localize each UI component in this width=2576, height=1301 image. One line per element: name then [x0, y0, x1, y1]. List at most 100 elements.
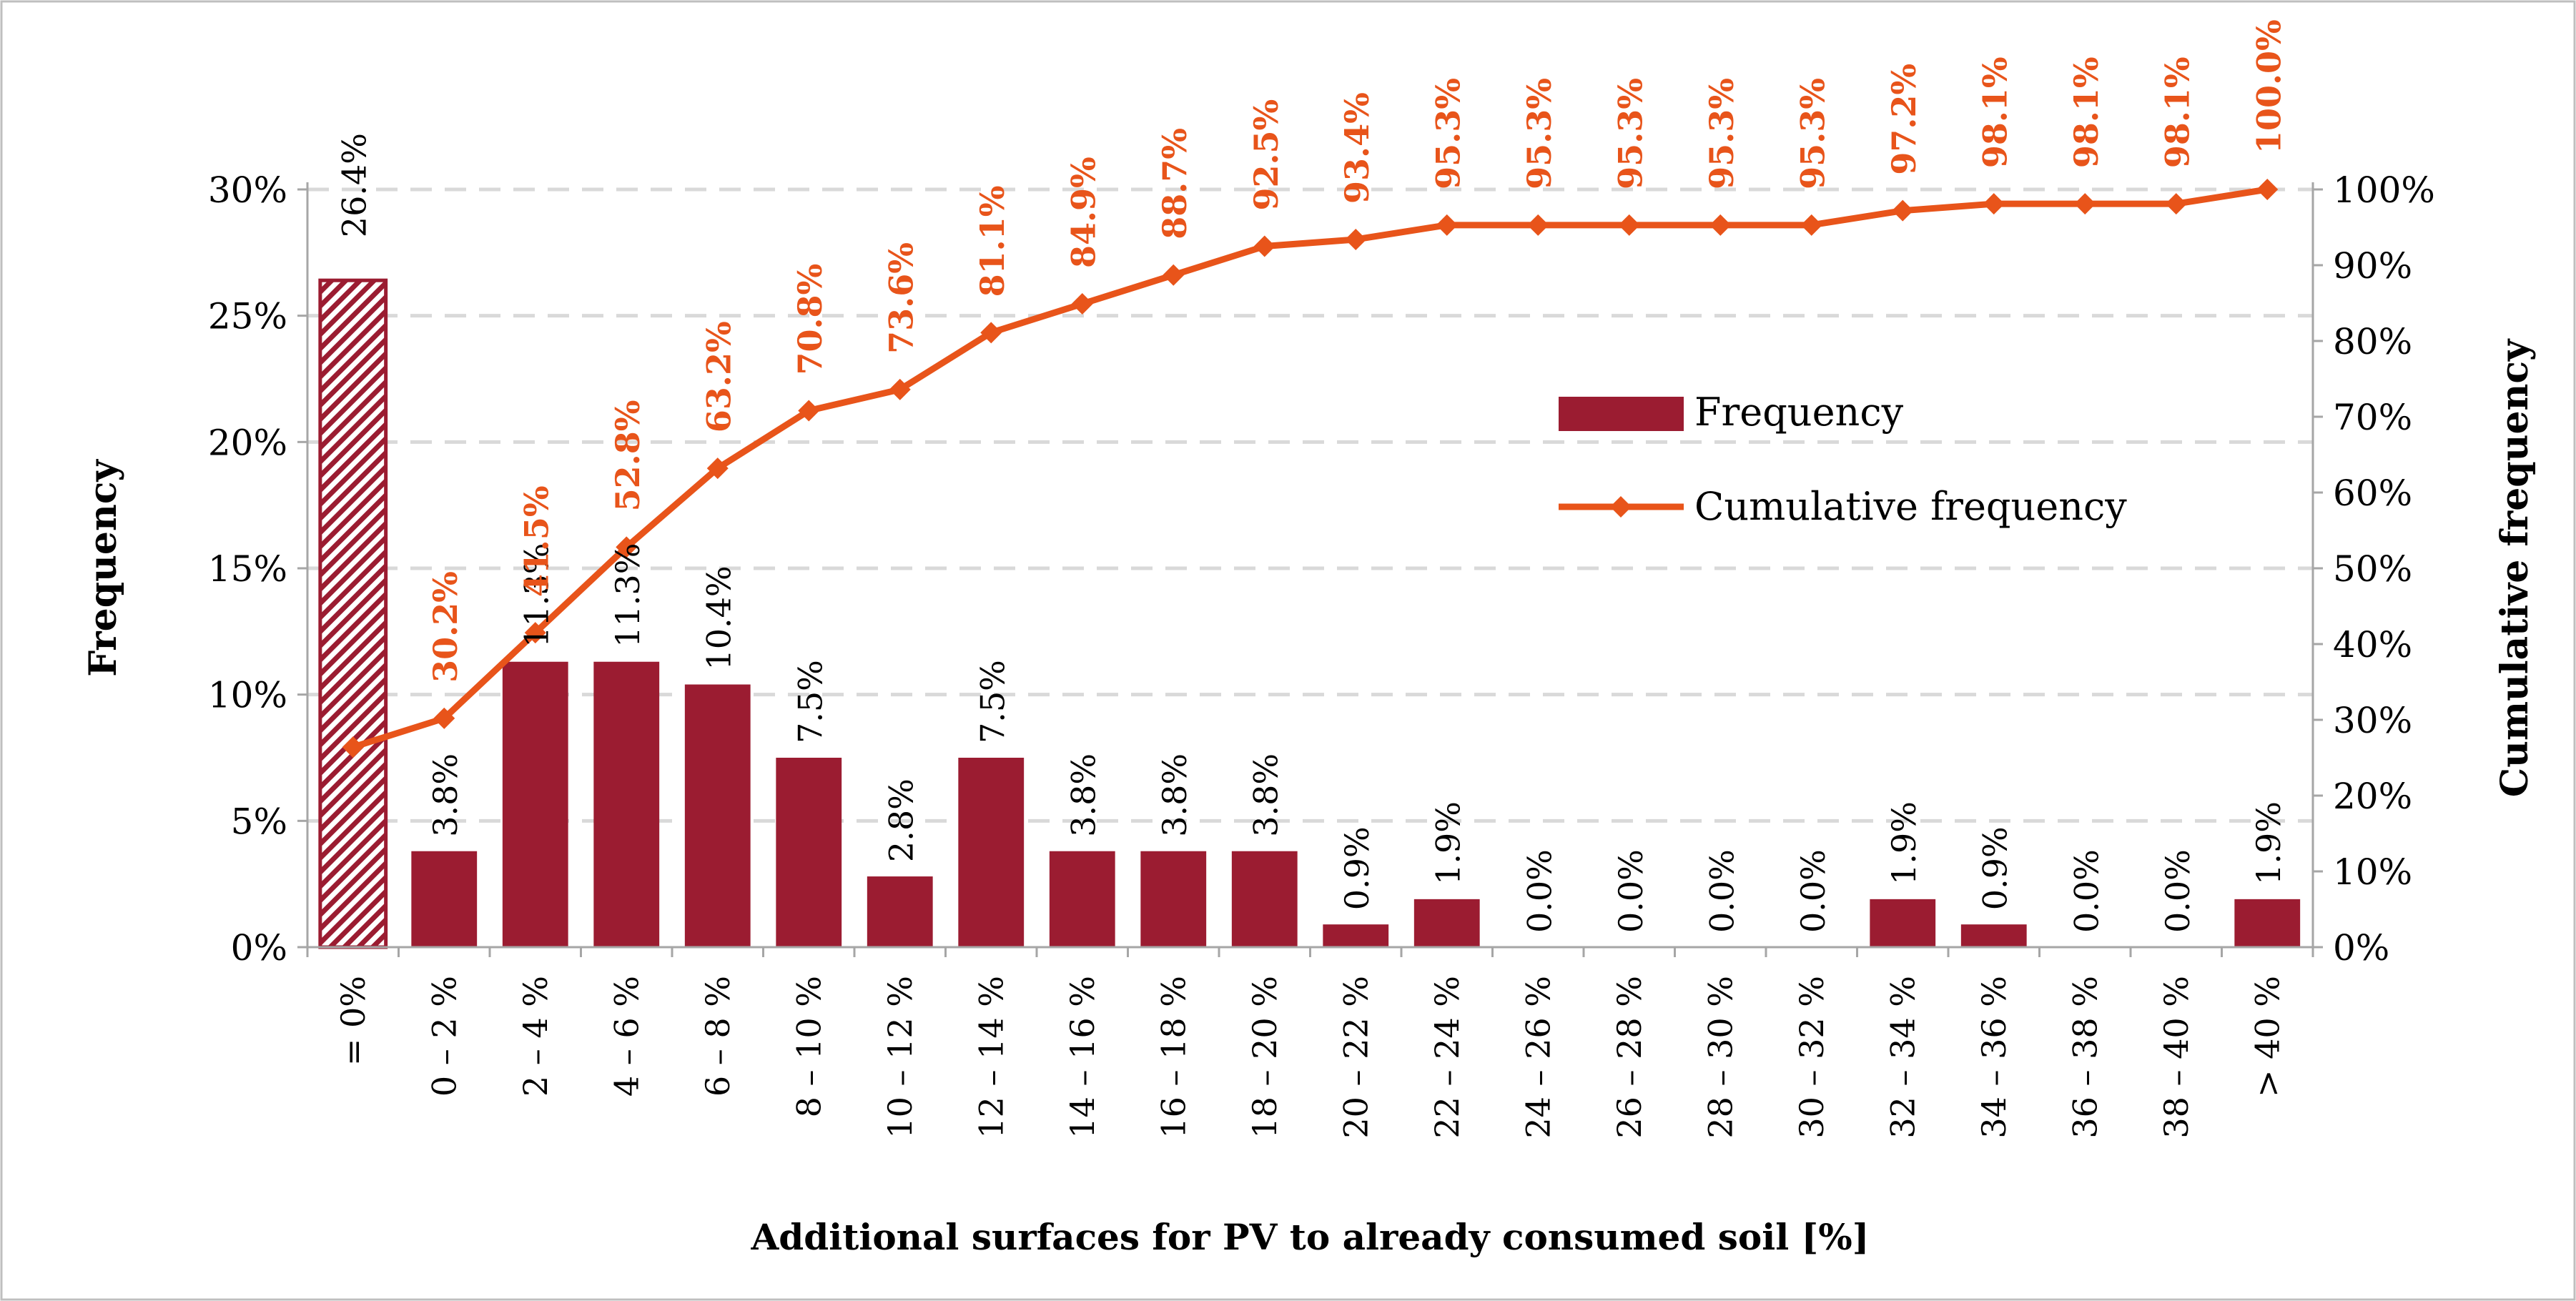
cumulative-marker [616, 536, 638, 558]
y2-tick-label: 10% [2333, 851, 2412, 893]
y2-tick-label: 0% [2333, 927, 2389, 969]
bar-data-label: 3.8% [1155, 753, 1194, 837]
x-tick-label: 22 – 24 % [1428, 976, 1466, 1139]
cumulative-marker [1163, 264, 1185, 286]
bar-data-label: 3.8% [426, 753, 465, 837]
x-tick-label: = 0% [334, 976, 372, 1066]
y2-tick-label: 100% [2333, 169, 2435, 211]
bar [776, 758, 842, 947]
bar-data-label: 0.0% [2158, 849, 2197, 933]
x-tick-label: > 40 % [2248, 976, 2286, 1097]
bar-data-label: 0.0% [2067, 849, 2106, 933]
bar-data-label: 10.4% [700, 565, 739, 670]
bar-data-label: 11.3% [608, 543, 647, 648]
cumulative-data-label: 95.3% [1429, 78, 1468, 189]
bar-data-label: 7.5% [973, 660, 1012, 743]
x-tick-label: 10 – 12 % [881, 976, 919, 1139]
cumulative-marker [1253, 235, 1275, 257]
cumulative-marker [524, 622, 546, 644]
y2-tick-label: 90% [2333, 245, 2412, 287]
y2-tick-label: 80% [2333, 321, 2412, 362]
cumulative-data-label: 98.1% [1976, 56, 2015, 168]
y2-tick-label: 40% [2333, 624, 2412, 666]
x-tick-label: 36 – 38 % [2066, 976, 2104, 1139]
bar [1323, 924, 1389, 947]
bar [1231, 851, 1298, 947]
cumulative-marker [1618, 214, 1640, 236]
bar-data-label: 26.4% [335, 133, 374, 237]
cumulative-data-label: 63.2% [700, 321, 739, 432]
cumulative-line [352, 186, 2268, 751]
x-tick-label: 26 – 28 % [1610, 976, 1649, 1139]
y2-tick-label: 20% [2333, 776, 2412, 817]
y-tick-label: 20% [208, 422, 287, 463]
bar-data-label: 0.0% [1520, 849, 1559, 933]
x-tick-label: 18 – 20 % [1245, 976, 1284, 1139]
cumulative-marker [2165, 193, 2187, 215]
x-tick-label: 2 – 4 % [516, 976, 555, 1097]
cumulative-marker [2256, 179, 2279, 200]
bar [1413, 899, 1480, 947]
cumulative-data-label: 95.3% [1702, 78, 1741, 189]
cumulative-data-label: 88.7% [1155, 128, 1194, 239]
cumulative-data-label: 93.4% [1338, 92, 1376, 204]
y-tick-label: 0% [231, 927, 287, 969]
cumulative-data-label: 95.3% [1520, 78, 1559, 189]
y-axis-title: Frequency [82, 459, 125, 677]
bar-data-label: 11.3% [518, 543, 556, 648]
bar [1140, 851, 1207, 947]
bar-data-label: 1.9% [1429, 801, 1468, 885]
cumulative-data-label: 73.6% [882, 242, 921, 354]
x-tick-label: 34 – 36 % [1975, 976, 2013, 1139]
cumulative-data-label: 95.3% [1794, 78, 1832, 189]
y2-tick-label: 60% [2333, 473, 2412, 514]
x-tick-label: 28 – 30 % [1701, 976, 1739, 1139]
y-tick-label: 5% [231, 801, 287, 842]
y2-tick-label: 50% [2333, 548, 2412, 590]
cumulative-marker [798, 400, 820, 422]
y2-axis-title: Cumulative frequency [2493, 338, 2537, 797]
bar-data-label: 3.8% [1247, 753, 1285, 837]
cumulative-marker [889, 378, 911, 400]
x-tick-label: 0 – 2 % [425, 976, 463, 1097]
bar [1870, 899, 1936, 947]
cumulative-marker [1892, 199, 1914, 222]
cumulative-marker [2074, 193, 2096, 215]
cumulative-marker [1527, 214, 1549, 236]
bar-data-label: 3.8% [1065, 753, 1103, 837]
x-axis-title: Additional surfaces for PV to already co… [751, 1216, 1870, 1258]
cumulative-data-label: 95.3% [1612, 78, 1650, 189]
cumulative-data-label: 81.1% [973, 186, 1012, 297]
x-tick-label: 30 – 32 % [1792, 976, 1831, 1139]
bar [1049, 851, 1115, 947]
y2-tick-label: 30% [2333, 700, 2412, 741]
bar-data-label: 0.0% [1612, 849, 1650, 933]
cumulative-data-label: 52.8% [608, 400, 647, 512]
cumulative-data-label: 92.5% [1247, 99, 1285, 211]
bar-data-label: 1.9% [2249, 801, 2288, 885]
cumulative-data-label: 100.0% [2249, 19, 2288, 154]
bar [593, 661, 660, 947]
x-tick-label: 24 – 26 % [1519, 976, 1557, 1139]
cumulative-marker [706, 457, 729, 480]
bar [411, 851, 478, 947]
bar [867, 876, 933, 947]
x-tick-label: 8 – 10 % [789, 976, 828, 1117]
bar [684, 684, 751, 947]
y-tick-label: 25% [208, 296, 287, 337]
cumulative-data-label: 97.2% [1885, 64, 1923, 175]
x-tick-label: 32 – 34 % [1883, 976, 1922, 1139]
cumulative-marker [980, 322, 1002, 344]
bar-data-label: 0.9% [1338, 826, 1376, 910]
cumulative-data-label: 84.9% [1065, 157, 1103, 268]
x-tick-label: 16 – 18 % [1154, 976, 1193, 1139]
legend-swatch-frequency [1559, 397, 1684, 431]
cumulative-marker [1071, 293, 1093, 315]
bar-data-label: 0.9% [1976, 826, 2015, 910]
x-tick-label: 4 – 6 % [607, 976, 646, 1097]
cumulative-marker [1709, 214, 1732, 236]
y2-tick-label: 70% [2333, 397, 2412, 438]
